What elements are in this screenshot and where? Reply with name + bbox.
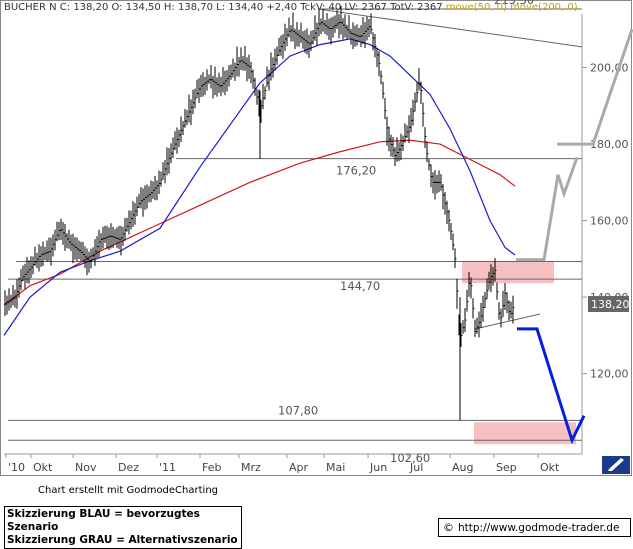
- website-url: http://www.godmode-trader.de: [458, 521, 620, 534]
- x-tick-label: Dez: [118, 461, 139, 474]
- trend-line: [317, 8, 583, 48]
- x-tick-label: Nov: [75, 461, 97, 474]
- gray-scenario-path: [516, 156, 579, 262]
- x-tick-label: '11: [159, 461, 176, 474]
- y-tick-label: 160,00: [590, 215, 629, 228]
- resistance-zone: [462, 261, 554, 284]
- x-tick-label: Mai: [326, 461, 345, 474]
- x-tick-label: Apr: [289, 461, 309, 474]
- legend-gray: Skizzierung GRAU = Alternativszenario: [7, 534, 238, 546]
- x-tick-label: Mrz: [241, 461, 261, 474]
- y-tick-label: 180,00: [590, 138, 629, 151]
- x-tick-label: Feb: [202, 461, 221, 474]
- link-icon: ©: [443, 521, 454, 534]
- gray-scenario-path: [557, 28, 633, 146]
- level-label: 107,80: [278, 403, 318, 417]
- level-label: 215,30: [494, 0, 534, 7]
- level-label: 144,70: [340, 279, 380, 293]
- level-label: 102,60: [390, 451, 430, 465]
- x-tick-label: Aug: [452, 461, 473, 474]
- chart-frame: [0, 0, 632, 476]
- ma200-line: [3, 139, 516, 306]
- x-tick-label: Jul: [409, 461, 423, 474]
- x-tick-label: Okt: [540, 461, 560, 474]
- chart-credit: Chart erstellt mit GodmodeCharting: [38, 485, 218, 496]
- x-tick-label: Sep: [496, 461, 517, 474]
- chart-tool-button[interactable]: [602, 456, 630, 474]
- y-tick-label: 120,00: [590, 368, 629, 381]
- last-price-box: [588, 296, 629, 313]
- pencil-icon: [608, 458, 624, 471]
- y-tick-label: 200,00: [590, 62, 629, 75]
- level-label: 176,20: [336, 164, 376, 178]
- ma50-line: [3, 38, 516, 336]
- x-tick-label: Okt: [33, 461, 53, 474]
- trend-line: [473, 313, 541, 330]
- x-tick-label: '10: [8, 461, 25, 474]
- website-link[interactable]: © http://www.godmode-trader.de: [438, 518, 631, 537]
- blue-scenario-path: [517, 327, 586, 445]
- moving-average-labels: move(50, 0) move(200, 0): [445, 2, 578, 13]
- target-zone: [474, 422, 576, 445]
- price-bars: [4, 5, 515, 347]
- scenario-legend: Skizzierung BLAU = bevorzugtes Szenario …: [4, 506, 242, 549]
- last-price-label: 138,20: [591, 298, 630, 311]
- chart-header: BUCHER N C: 138,20 O: 134,50 H: 138,70 L…: [4, 2, 578, 13]
- legend-blue: Skizzierung BLAU = bevorzugtes Szenario: [7, 508, 200, 533]
- quote-text: BUCHER N C: 138,20 O: 134,50 H: 138,70 L…: [4, 2, 443, 13]
- x-tick-label: Jun: [369, 461, 387, 474]
